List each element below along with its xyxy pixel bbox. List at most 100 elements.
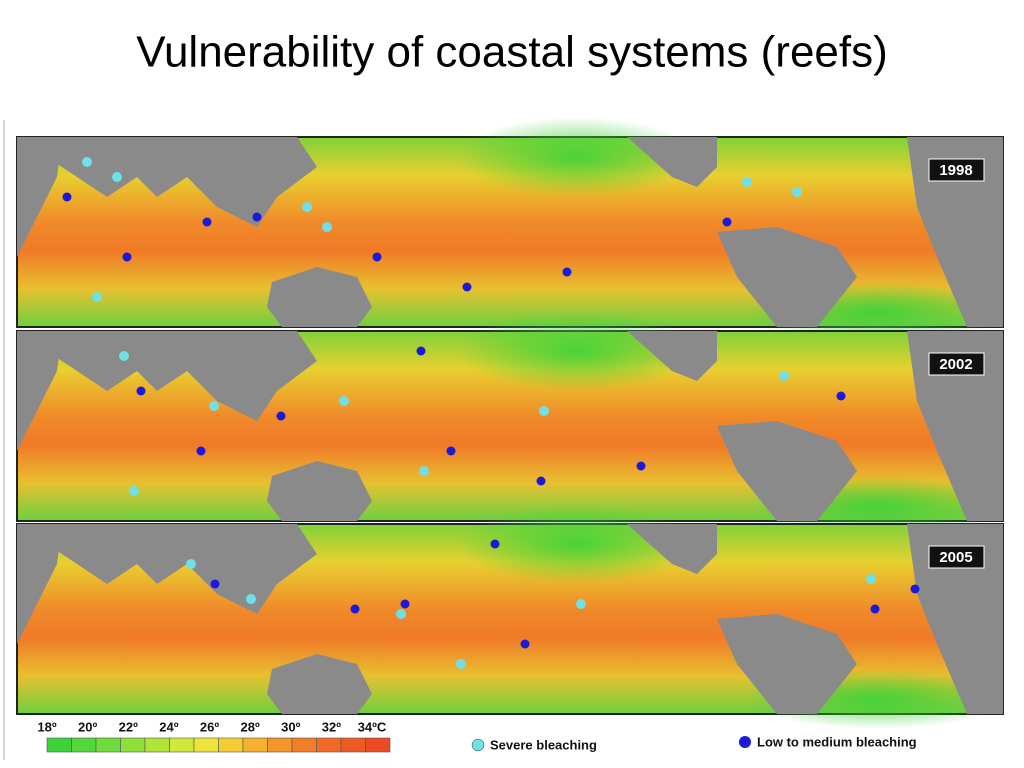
scale-label: 34ºC — [358, 719, 387, 734]
scale-swatch — [193, 737, 219, 753]
panel-year: 1998 — [939, 162, 972, 179]
low-bleaching-site — [446, 446, 456, 456]
land — [267, 654, 372, 714]
scale-swatch — [95, 737, 121, 753]
year-box — [928, 352, 985, 376]
severe-bleaching-site — [456, 659, 466, 669]
low-bleaching-site — [520, 639, 530, 649]
low-bleaching-site — [122, 252, 132, 262]
low-label: Low to medium bleaching — [757, 734, 917, 749]
scale-swatch — [267, 737, 293, 753]
scale-swatch — [340, 737, 366, 753]
land — [627, 524, 717, 574]
severe-bleaching-site — [119, 351, 129, 361]
scale-swatch — [218, 737, 244, 753]
low-bleaching-site — [136, 386, 146, 396]
panels: 1998 2002 2005 — [16, 117, 1007, 729]
scale-label: 18º — [37, 719, 56, 734]
scale-label: 28º — [241, 719, 260, 734]
scale-swatch — [365, 737, 391, 753]
severe-bleaching-site — [322, 222, 332, 232]
scale-swatch — [71, 737, 97, 753]
low-bleaching-site — [276, 411, 286, 421]
low-bleaching-site — [400, 599, 410, 609]
severe-bleaching-site — [302, 202, 312, 212]
low-bleaching-site — [562, 267, 572, 277]
severe-bleaching-site — [92, 292, 102, 302]
map-panel: 2002 — [16, 311, 1007, 536]
legend: Severe bleaching Low to medium bleaching… — [37, 719, 916, 752]
land — [17, 137, 62, 257]
scale-label: 32º — [322, 719, 341, 734]
severe-bleaching-site — [396, 609, 406, 619]
land — [267, 267, 372, 327]
severe-swatch — [471, 738, 485, 752]
scale-label: 20º — [78, 719, 97, 734]
land — [627, 331, 717, 381]
low-bleaching-site — [350, 604, 360, 614]
severe-label: Severe bleaching — [490, 737, 597, 752]
year-box — [928, 545, 985, 569]
land — [717, 421, 857, 521]
land — [17, 524, 317, 614]
land — [17, 137, 317, 227]
scale-label: 22º — [119, 719, 138, 734]
severe-bleaching-site — [82, 157, 92, 167]
map-panel: 2005 — [16, 504, 1007, 729]
low-bleaching-site — [636, 461, 646, 471]
slide-title: Vulnerability of coastal systems (reefs) — [136, 28, 888, 77]
severe-bleaching-site — [246, 594, 256, 604]
severe-bleaching-site — [539, 406, 549, 416]
low-bleaching-site — [910, 584, 920, 594]
land — [17, 331, 317, 421]
land — [907, 524, 1003, 714]
low-bleaching-site — [870, 604, 880, 614]
low-bleaching-site — [372, 252, 382, 262]
severe-bleaching-site — [186, 559, 196, 569]
low-bleaching-site — [536, 476, 546, 486]
land — [717, 614, 857, 714]
low-bleaching-site — [196, 446, 206, 456]
severe-bleaching-site — [419, 466, 429, 476]
map-panel: 1998 — [16, 117, 1007, 342]
severe-bleaching-site — [576, 599, 586, 609]
land — [267, 461, 372, 521]
severe-bleaching-site — [792, 187, 802, 197]
scale-label: 26º — [200, 719, 219, 734]
severe-bleaching-site — [339, 396, 349, 406]
low-bleaching-site — [202, 217, 212, 227]
scale-swatch — [291, 737, 317, 753]
low-bleaching-site — [416, 346, 426, 356]
scale-swatch — [144, 737, 170, 753]
land — [717, 227, 857, 327]
year-box — [928, 158, 985, 182]
panel-year: 2005 — [939, 549, 972, 566]
land — [17, 524, 62, 644]
severe-bleaching-site — [129, 486, 139, 496]
scale-swatch — [120, 737, 146, 753]
land — [17, 331, 62, 451]
low-bleaching-site — [462, 282, 472, 292]
scale-label: 30º — [281, 719, 300, 734]
scale-swatch — [242, 737, 268, 753]
severe-bleaching-site — [742, 177, 752, 187]
low-bleaching-site — [62, 192, 72, 202]
severe-bleaching-site — [779, 371, 789, 381]
land — [907, 331, 1003, 521]
severe-bleaching-site — [866, 574, 876, 584]
low-bleaching-site — [252, 212, 262, 222]
panel-year: 2002 — [939, 356, 972, 373]
scale-swatch — [169, 737, 195, 753]
scale-swatch — [316, 737, 342, 753]
land — [627, 137, 717, 187]
low-bleaching-site — [722, 217, 732, 227]
land — [907, 137, 1003, 327]
low-bleaching-site — [210, 579, 220, 589]
severe-bleaching-site — [209, 401, 219, 411]
low-swatch — [739, 736, 751, 748]
low-bleaching-site — [836, 391, 846, 401]
low-bleaching-site — [490, 539, 500, 549]
scale-label: 24º — [159, 719, 178, 734]
scale-swatch — [46, 737, 72, 753]
